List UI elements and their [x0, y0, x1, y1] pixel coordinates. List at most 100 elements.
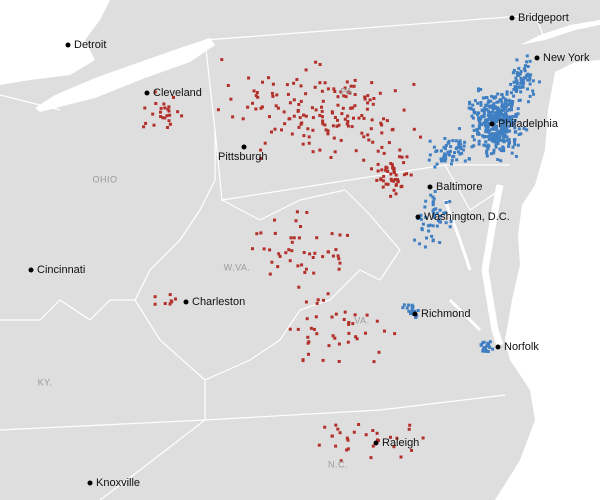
point [525, 60, 529, 64]
point [295, 78, 299, 81]
point [507, 138, 511, 142]
point [489, 111, 493, 114]
point [488, 117, 492, 120]
point [525, 128, 529, 132]
point [487, 137, 491, 141]
point [508, 129, 512, 133]
point [516, 107, 520, 111]
point [377, 350, 381, 354]
point [496, 142, 500, 145]
point [372, 360, 376, 364]
point [482, 340, 486, 344]
point [453, 151, 456, 155]
point [360, 114, 364, 117]
point [507, 124, 511, 128]
point [151, 112, 155, 116]
point [302, 134, 306, 138]
point [331, 254, 335, 258]
point [502, 108, 506, 112]
point [400, 184, 404, 188]
point [510, 103, 514, 107]
point [510, 105, 513, 109]
cities: Bridgeport New York Detroit Cleveland Philad… [28, 12, 590, 489]
point [153, 90, 157, 94]
point [267, 76, 270, 80]
point [170, 300, 174, 304]
point [273, 127, 277, 131]
point [299, 99, 303, 103]
point [444, 157, 448, 161]
point [308, 252, 312, 256]
point [394, 192, 398, 196]
chesapeake-bay [481, 184, 504, 347]
point [304, 92, 308, 96]
point [501, 134, 505, 138]
point [387, 141, 391, 145]
point [471, 124, 475, 128]
point [522, 67, 526, 71]
point [477, 89, 480, 93]
point [494, 118, 498, 122]
point [485, 344, 489, 348]
point [273, 218, 276, 222]
point [485, 154, 489, 158]
point [302, 113, 305, 117]
point [471, 116, 475, 120]
point [153, 295, 157, 299]
point [357, 423, 361, 426]
point [504, 134, 507, 138]
point [470, 114, 474, 118]
point [484, 122, 488, 126]
state-label: OHIO [92, 174, 117, 184]
point [490, 127, 494, 131]
point [392, 188, 396, 192]
point [302, 251, 306, 254]
point [432, 145, 436, 149]
point [471, 135, 475, 138]
point [451, 155, 455, 159]
point [519, 86, 522, 90]
point [376, 169, 380, 173]
point [508, 100, 512, 104]
point [499, 111, 503, 115]
point [496, 138, 500, 142]
point [476, 101, 480, 105]
point [410, 310, 414, 314]
point [330, 232, 334, 236]
point [420, 227, 424, 230]
point [424, 199, 428, 203]
point [385, 166, 389, 170]
point [491, 104, 495, 108]
lake-huron [0, 0, 110, 85]
point [457, 143, 461, 147]
point [494, 107, 498, 110]
point [307, 141, 311, 145]
point [505, 130, 509, 134]
city-label: Detroit [74, 39, 106, 51]
point [450, 162, 453, 166]
point [509, 82, 513, 86]
point [163, 302, 167, 305]
points [142, 54, 541, 463]
point [333, 116, 337, 119]
point [472, 111, 476, 115]
point [290, 240, 294, 244]
point [442, 145, 446, 149]
point [369, 127, 373, 131]
point [508, 141, 511, 144]
point [487, 115, 491, 119]
point [304, 68, 308, 72]
point [413, 238, 417, 242]
point [412, 82, 416, 86]
point [163, 116, 167, 120]
point [443, 159, 447, 163]
point [334, 423, 338, 427]
state-label: KY. [38, 377, 53, 387]
point [499, 109, 503, 112]
point [315, 301, 319, 305]
point [153, 302, 157, 306]
point [448, 200, 452, 204]
point [306, 341, 310, 345]
point [500, 101, 504, 105]
